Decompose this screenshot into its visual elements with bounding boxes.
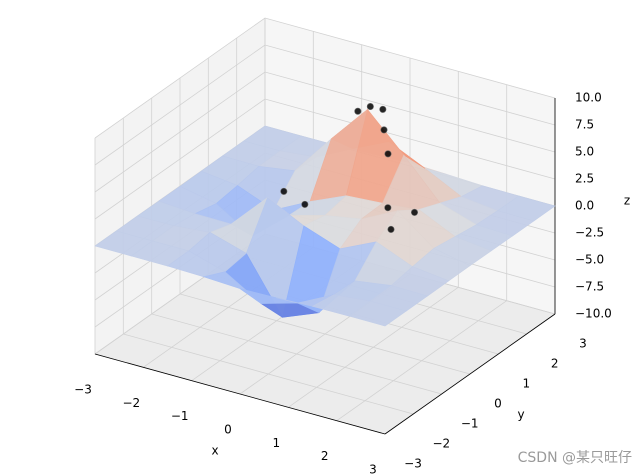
- scatter-point: [301, 200, 309, 208]
- scatter-point: [366, 103, 374, 111]
- y-tick-label: −2: [432, 437, 450, 451]
- y-axis-label: y: [517, 408, 524, 422]
- watermark: CSDN @某只旺仔: [518, 450, 632, 466]
- z-tick-label: 5.0: [575, 145, 594, 159]
- scatter-point: [384, 204, 392, 212]
- z-axis-label: z: [624, 194, 630, 208]
- z-tick-label: 7.5: [575, 118, 594, 132]
- grid-line: [94, 17, 556, 139]
- scatter-point: [379, 105, 387, 113]
- grid-line: [94, 98, 556, 220]
- z-tick-label: 10.0: [575, 91, 602, 105]
- z-tick-label: −5.0: [575, 253, 604, 267]
- y-tick-label: 0: [494, 397, 502, 411]
- y-axis-line: [384, 313, 556, 435]
- x-tick-label: −2: [122, 396, 140, 410]
- scatter-point: [380, 126, 388, 134]
- surface-facet: [348, 300, 407, 327]
- z-tick-label: 2.5: [575, 172, 594, 186]
- scatter-point: [354, 107, 362, 115]
- y-tick-label: −1: [461, 417, 479, 431]
- y-tick-label: −3: [404, 457, 422, 471]
- scatter-point: [387, 225, 395, 233]
- scatter-point: [280, 187, 288, 195]
- x-tick-label: −1: [171, 409, 189, 423]
- x-axis-line: [94, 353, 386, 435]
- scatter-point: [410, 208, 418, 216]
- x-tick-label: 1: [273, 436, 281, 450]
- grid-line: [94, 44, 556, 166]
- x-tick-label: −3: [74, 383, 92, 397]
- z-tick-label: −2.5: [575, 226, 604, 240]
- z-tick-label: −7.5: [575, 280, 604, 294]
- z-tick-label: −10.0: [575, 307, 612, 321]
- y-tick-label: 1: [523, 377, 531, 391]
- x-tick-label: 0: [224, 423, 232, 437]
- x-tick-label: 2: [321, 449, 329, 463]
- grid-line: [94, 71, 556, 193]
- x-axis-label: x: [211, 444, 218, 458]
- y-tick-label: 2: [551, 357, 559, 371]
- scatter-point: [384, 150, 392, 158]
- z-tick-label: 0.0: [575, 199, 594, 213]
- y-tick-label: 3: [579, 337, 587, 351]
- x-tick-label: 3: [369, 463, 377, 476]
